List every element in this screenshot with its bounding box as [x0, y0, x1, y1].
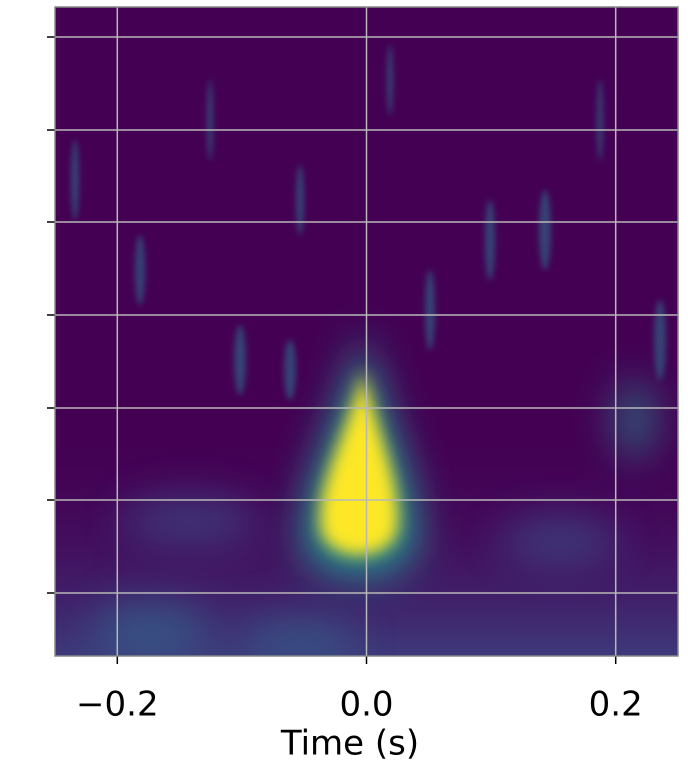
- x-axis-label: Time (s): [280, 724, 419, 764]
- x-tick-label: 0.2: [589, 685, 643, 725]
- x-tick-label: 0.0: [339, 685, 393, 725]
- plot-frame: [54, 6, 679, 657]
- x-tick-label: −0.2: [76, 685, 159, 725]
- x-axis: −0.2 0.0 0.2: [76, 7, 643, 725]
